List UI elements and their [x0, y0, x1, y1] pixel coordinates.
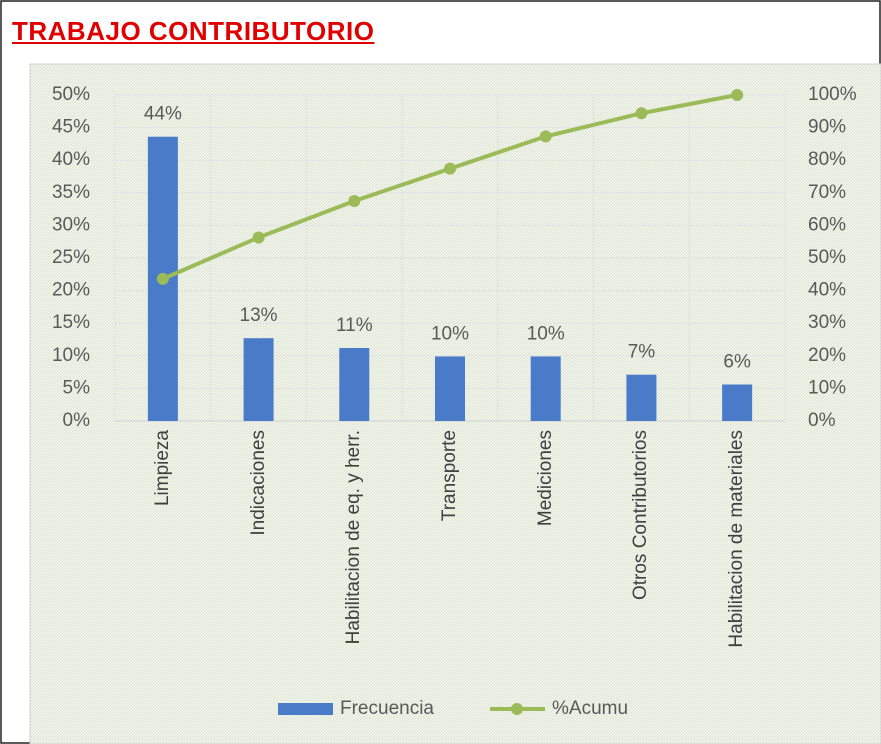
data-label: 6%	[723, 352, 751, 373]
data-label: 13%	[240, 305, 278, 326]
bar	[243, 338, 274, 421]
x-tick-label: Mediciones	[534, 430, 556, 527]
data-label: 11%	[336, 315, 373, 336]
y2-tick-label: 0%	[808, 410, 836, 431]
bar	[626, 374, 657, 421]
bar	[435, 356, 465, 421]
y-tick-label: 45%	[52, 117, 90, 138]
y2-tick-label: 100%	[808, 84, 857, 105]
y-tick-label: 20%	[52, 280, 90, 301]
y2-tick-label: 20%	[808, 345, 846, 366]
x-tick-label: Otros Contributorios	[630, 430, 652, 601]
y2-tick-label: 10%	[808, 377, 846, 398]
line-point	[348, 194, 361, 207]
data-label: 10%	[431, 323, 469, 344]
x-tick-label: Transporte	[439, 430, 460, 522]
line-point	[731, 89, 744, 101]
data-label: 44%	[144, 104, 182, 125]
y-tick-label: 40%	[52, 149, 90, 170]
data-label: 10%	[527, 323, 565, 344]
data-label: 7%	[628, 342, 656, 363]
y-tick-label: 15%	[52, 312, 90, 333]
line-point	[635, 107, 648, 120]
y2-tick-label: 30%	[808, 312, 846, 333]
y2-tick-label: 40%	[808, 280, 846, 301]
y-tick-label: 30%	[52, 214, 90, 235]
y-tick-label: 10%	[52, 345, 90, 366]
y2-tick-label: 90%	[808, 117, 846, 138]
legend-swatch	[511, 703, 523, 715]
y-tick-label: 25%	[52, 247, 90, 268]
y-tick-label: 5%	[63, 377, 91, 398]
line-point	[252, 231, 265, 244]
line-point	[156, 272, 169, 285]
y2-tick-label: 60%	[808, 214, 846, 235]
y-tick-label: 50%	[52, 84, 90, 105]
y2-tick-label: 70%	[808, 182, 846, 203]
x-tick-label: Limpieza	[151, 430, 173, 507]
bar	[530, 356, 561, 421]
bar	[722, 384, 753, 421]
line-point	[539, 130, 552, 143]
x-tick-label: Habilitacion de materiales	[726, 430, 748, 648]
chart-title: TRABAJO CONTRIBUTORIO	[12, 16, 375, 46]
x-tick-label: Indicaciones	[247, 430, 269, 536]
y-tick-label: 0%	[63, 410, 91, 431]
legend-label: Frecuencia	[340, 698, 434, 719]
y-tick-label: 35%	[52, 182, 90, 203]
y2-tick-label: 50%	[808, 247, 846, 268]
x-tick-label: Habilitacion de eq. y herr.	[343, 430, 365, 645]
bar	[339, 347, 370, 421]
legend-swatch	[278, 703, 333, 715]
y2-tick-label: 80%	[808, 149, 846, 170]
legend-label: %Acumu	[552, 698, 628, 719]
line-point	[444, 162, 456, 175]
